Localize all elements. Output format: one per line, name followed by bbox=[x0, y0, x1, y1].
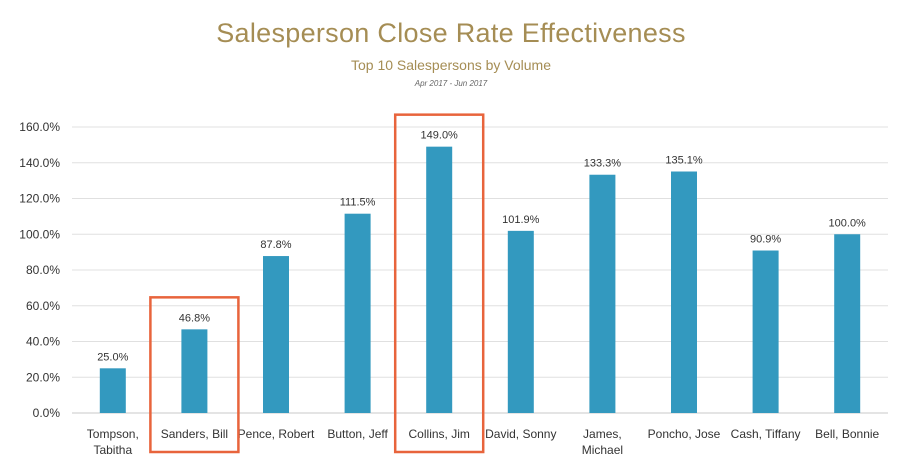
bar bbox=[752, 250, 779, 413]
x-tick-label: Pence, Robert bbox=[238, 427, 315, 441]
data-label: 135.1% bbox=[665, 155, 703, 167]
chart-subtitle: Top 10 Salespersons by Volume bbox=[350, 57, 551, 73]
data-label: 25.0% bbox=[97, 351, 128, 363]
y-tick-label: 80.0% bbox=[26, 263, 60, 277]
bar bbox=[834, 234, 861, 413]
x-tick-label: Collins, Jim bbox=[409, 427, 470, 441]
x-tick-label: James, bbox=[583, 427, 622, 441]
bar bbox=[426, 146, 453, 413]
bar bbox=[507, 230, 534, 413]
data-label: 111.5% bbox=[340, 197, 376, 209]
x-tick-label: Button, Jeff bbox=[327, 427, 388, 441]
data-label: 149.0% bbox=[421, 130, 459, 142]
x-tick-label: David, Sonny bbox=[485, 427, 556, 441]
x-tick-label: Poncho, Jose bbox=[648, 427, 721, 441]
bar bbox=[181, 329, 208, 413]
bar bbox=[263, 256, 289, 413]
data-label: 100.0% bbox=[829, 217, 867, 229]
data-label: 87.8% bbox=[260, 239, 291, 251]
data-label: 46.8% bbox=[179, 312, 210, 324]
y-tick-label: 40.0% bbox=[26, 335, 60, 349]
bar bbox=[671, 171, 697, 413]
y-tick-label: 120.0% bbox=[19, 192, 60, 206]
y-tick-label: 160.0% bbox=[19, 120, 60, 134]
data-label: 133.3% bbox=[584, 158, 622, 170]
data-label: 101.9% bbox=[502, 214, 540, 226]
highlight-box bbox=[393, 113, 485, 454]
x-tick-label: Michael bbox=[582, 443, 623, 457]
y-tick-label: 20.0% bbox=[26, 370, 60, 384]
x-tick-label: Tompson, bbox=[87, 427, 139, 441]
y-tick-label: 60.0% bbox=[26, 299, 60, 313]
x-tick-label: Sanders, Bill bbox=[161, 427, 228, 441]
y-tick-label: 0.0% bbox=[33, 406, 61, 420]
y-tick-label: 100.0% bbox=[19, 227, 60, 241]
x-tick-label: Bell, Bonnie bbox=[815, 427, 879, 441]
bar bbox=[589, 174, 616, 413]
x-tick-label: Tabitha bbox=[93, 443, 132, 457]
bar bbox=[344, 213, 371, 413]
chart-title: Salesperson Close Rate Effectiveness bbox=[216, 18, 686, 48]
bar bbox=[99, 368, 126, 413]
x-tick-label: Cash, Tiffany bbox=[731, 427, 801, 441]
y-tick-label: 140.0% bbox=[19, 156, 60, 170]
highlight-box bbox=[149, 296, 240, 454]
data-label: 90.9% bbox=[750, 234, 781, 246]
chart-date-range: Apr 2017 - Jun 2017 bbox=[414, 79, 488, 88]
